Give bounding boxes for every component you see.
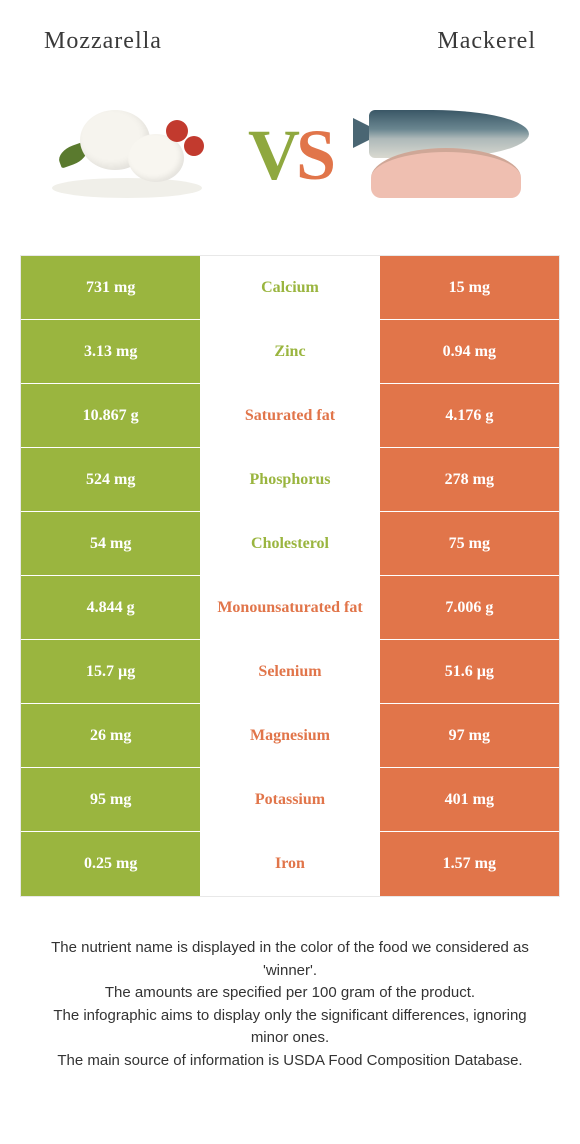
nutrient-label: Calcium <box>200 256 379 319</box>
nutrient-label: Saturated fat <box>200 384 379 447</box>
table-row: 26 mgMagnesium97 mg <box>21 704 559 768</box>
value-left: 15.7 µg <box>21 640 200 703</box>
table-row: 731 mgCalcium15 mg <box>21 256 559 320</box>
value-left: 95 mg <box>21 768 200 831</box>
title-right: Mackerel <box>437 28 536 55</box>
value-right: 401 mg <box>380 768 559 831</box>
value-left: 0.25 mg <box>21 832 200 896</box>
comparison-table: 731 mgCalcium15 mg3.13 mgZinc0.94 mg10.8… <box>20 255 560 897</box>
table-row: 3.13 mgZinc0.94 mg <box>21 320 559 384</box>
nutrient-label: Selenium <box>200 640 379 703</box>
nutrient-label: Iron <box>200 832 379 896</box>
value-right: 0.94 mg <box>380 320 559 383</box>
value-left: 3.13 mg <box>21 320 200 383</box>
table-row: 0.25 mgIron1.57 mg <box>21 832 559 896</box>
table-row: 4.844 gMonounsaturated fat7.006 g <box>21 576 559 640</box>
value-right: 1.57 mg <box>380 832 559 896</box>
vs-label: VS <box>248 114 332 197</box>
value-left: 731 mg <box>21 256 200 319</box>
value-right: 7.006 g <box>380 576 559 639</box>
table-row: 95 mgPotassium401 mg <box>21 768 559 832</box>
nutrient-label: Monounsaturated fat <box>200 576 379 639</box>
mozzarella-illustration <box>40 90 220 220</box>
value-right: 51.6 µg <box>380 640 559 703</box>
value-right: 278 mg <box>380 448 559 511</box>
value-right: 15 mg <box>380 256 559 319</box>
table-row: 15.7 µgSelenium51.6 µg <box>21 640 559 704</box>
footnote-line: The main source of information is USDA F… <box>34 1050 546 1073</box>
footnote-line: The infographic aims to display only the… <box>34 1005 546 1050</box>
vs-s: S <box>296 115 332 195</box>
header: Mozzarella Mackerel <box>0 0 580 65</box>
mackerel-illustration <box>360 90 540 220</box>
nutrient-label: Phosphorus <box>200 448 379 511</box>
footnotes: The nutrient name is displayed in the co… <box>0 897 580 1072</box>
value-right: 97 mg <box>380 704 559 767</box>
nutrient-label: Zinc <box>200 320 379 383</box>
footnote-line: The amounts are specified per 100 gram o… <box>34 982 546 1005</box>
value-left: 10.867 g <box>21 384 200 447</box>
table-row: 524 mgPhosphorus278 mg <box>21 448 559 512</box>
table-row: 54 mgCholesterol75 mg <box>21 512 559 576</box>
value-right: 75 mg <box>380 512 559 575</box>
nutrient-label: Potassium <box>200 768 379 831</box>
hero: VS <box>0 65 580 255</box>
value-left: 54 mg <box>21 512 200 575</box>
nutrient-label: Magnesium <box>200 704 379 767</box>
value-left: 26 mg <box>21 704 200 767</box>
title-left: Mozzarella <box>44 28 162 55</box>
nutrient-label: Cholesterol <box>200 512 379 575</box>
vs-v: V <box>248 115 296 195</box>
footnote-line: The nutrient name is displayed in the co… <box>34 937 546 982</box>
value-right: 4.176 g <box>380 384 559 447</box>
table-row: 10.867 gSaturated fat4.176 g <box>21 384 559 448</box>
value-left: 4.844 g <box>21 576 200 639</box>
value-left: 524 mg <box>21 448 200 511</box>
